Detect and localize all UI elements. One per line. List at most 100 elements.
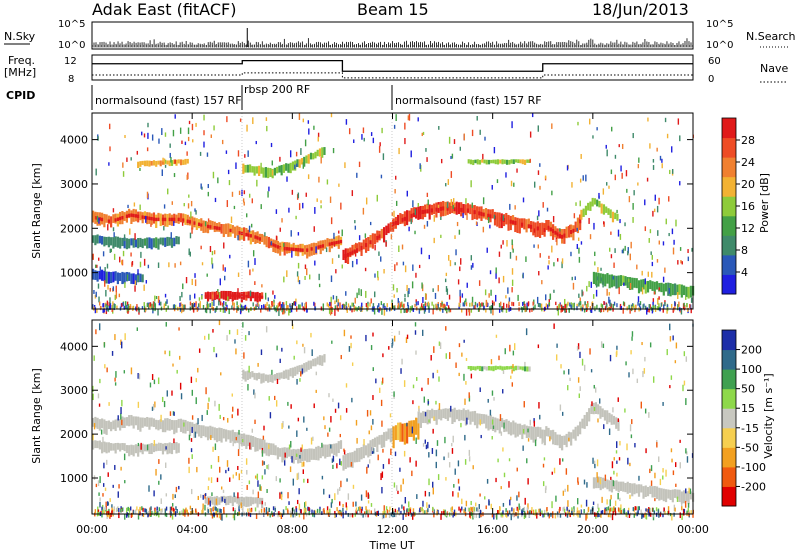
data-speck — [414, 322, 417, 327]
data-cell — [264, 167, 267, 178]
data-speck — [358, 506, 360, 511]
colorbar-tick-label: 100 — [741, 363, 762, 376]
data-cell — [121, 237, 124, 247]
data-speck — [681, 261, 683, 265]
data-speck — [579, 509, 582, 514]
data-speck — [526, 302, 528, 307]
data-speck — [350, 342, 352, 349]
data-speck — [167, 188, 169, 195]
data-cell — [687, 286, 690, 299]
data-cell — [139, 161, 142, 167]
data-speck — [199, 301, 201, 309]
data-speck — [267, 297, 270, 302]
data-speck — [657, 297, 659, 305]
data-cell — [161, 217, 165, 222]
data-speck — [594, 251, 596, 257]
data-speck — [511, 239, 513, 246]
data-speck — [394, 508, 397, 513]
data-speck — [566, 513, 569, 518]
data-speck — [437, 474, 440, 480]
data-speck — [215, 498, 218, 505]
data-speck — [500, 486, 502, 490]
data-cell — [323, 354, 326, 363]
data-speck — [398, 147, 400, 155]
data-speck — [412, 400, 414, 405]
data-speck — [571, 182, 573, 188]
data-speck — [560, 308, 562, 313]
data-speck — [683, 305, 686, 310]
data-cell — [351, 452, 354, 468]
data-speck — [102, 493, 104, 497]
data-speck — [314, 510, 317, 515]
data-speck — [225, 301, 227, 306]
data-speck — [157, 377, 160, 385]
data-speck — [296, 271, 299, 277]
data-speck — [527, 428, 529, 433]
data-speck — [537, 125, 539, 132]
data-speck — [659, 478, 662, 486]
data-speck — [514, 429, 516, 434]
data-cell — [161, 443, 165, 455]
data-speck — [513, 508, 515, 514]
data-speck — [687, 508, 690, 513]
data-speck — [445, 183, 447, 187]
data-speck — [273, 305, 275, 310]
data-cell — [146, 416, 149, 427]
data-speck — [444, 436, 446, 444]
data-speck — [485, 308, 487, 313]
data-speck — [523, 506, 525, 511]
data-cell — [490, 159, 493, 164]
data-speck — [95, 264, 97, 268]
data-speck — [126, 507, 128, 514]
data-speck — [157, 510, 159, 515]
data-speck — [361, 302, 363, 307]
data-cell — [125, 214, 129, 218]
data-cell — [98, 419, 101, 431]
data-speck — [397, 302, 400, 307]
data-speck — [297, 472, 300, 480]
data-speck — [168, 262, 170, 268]
data-speck — [264, 502, 266, 506]
data-speck — [675, 342, 678, 349]
data-speck — [414, 303, 416, 308]
data-speck — [158, 138, 160, 144]
data-cell — [525, 425, 528, 439]
data-speck — [463, 508, 465, 513]
data-cell — [308, 244, 311, 257]
data-speck — [492, 425, 495, 430]
data-cell — [139, 211, 142, 221]
data-speck — [620, 504, 622, 511]
data-speck — [647, 508, 650, 513]
data-cell — [152, 418, 156, 428]
data-speck — [567, 484, 569, 492]
data-speck — [532, 301, 534, 306]
cpid-row: CPID normalsound (fast) 157 RF rbsp 200 … — [6, 83, 542, 110]
data-cell — [261, 233, 264, 243]
data-speck — [251, 198, 254, 204]
data-cell — [448, 202, 452, 214]
data-speck — [99, 378, 101, 384]
data-speck — [391, 302, 393, 307]
data-speck — [296, 340, 298, 345]
data-speck — [337, 488, 339, 495]
data-speck — [112, 484, 114, 488]
data-cell — [444, 408, 447, 419]
data-speck — [606, 288, 608, 296]
data-speck — [400, 368, 402, 374]
data-speck — [297, 262, 300, 269]
data-speck — [121, 302, 123, 307]
data-speck — [629, 424, 632, 432]
data-speck — [614, 500, 617, 506]
data-speck — [512, 248, 514, 253]
data-speck — [629, 494, 631, 499]
data-speck — [382, 513, 385, 518]
data-speck — [539, 414, 541, 420]
data-speck — [106, 263, 109, 269]
data-speck — [594, 387, 597, 393]
data-speck — [134, 280, 137, 286]
data-cell — [619, 275, 623, 287]
data-speck — [97, 393, 100, 399]
data-speck — [201, 295, 203, 300]
data-cell — [467, 159, 470, 164]
data-speck — [143, 133, 146, 138]
